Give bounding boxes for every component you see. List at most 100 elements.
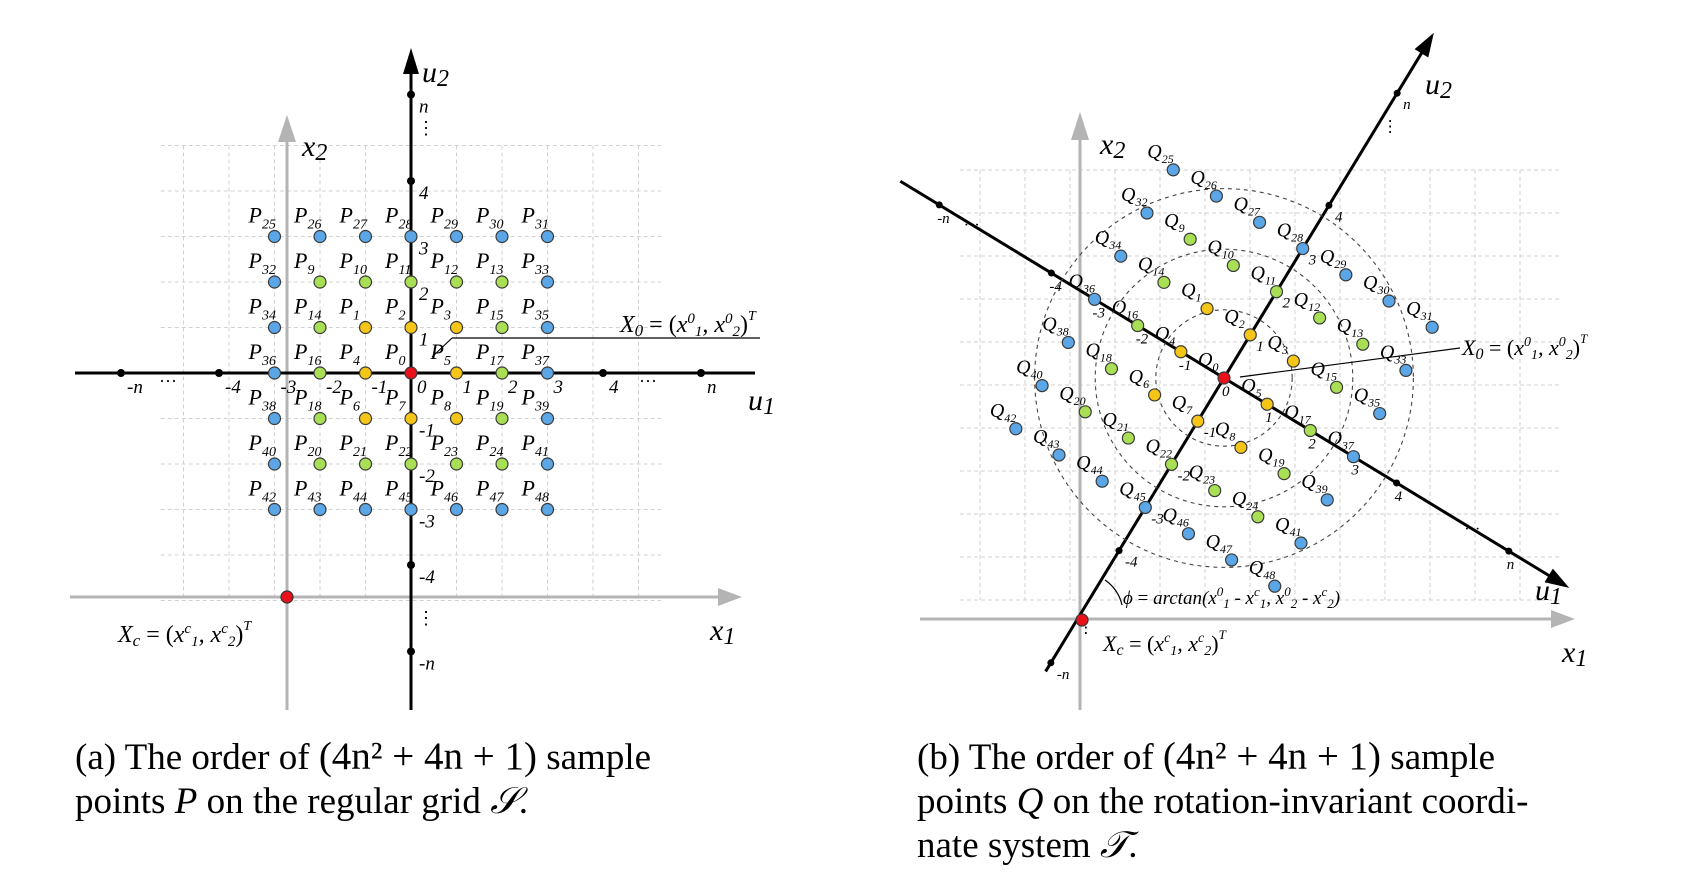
phi-label-b: ϕ = arctan(x01 - xc1, x02 - xc2) bbox=[1123, 584, 1340, 611]
sample-point bbox=[1166, 163, 1180, 177]
u2-tick-label: -3 bbox=[419, 512, 435, 533]
sample-point bbox=[540, 229, 555, 244]
point-label: Q39 bbox=[1301, 471, 1327, 496]
panel-b: x1 x2 u1 u2 -n ···-4-3-2-101234···nn⋮4321… bbox=[899, 32, 1588, 710]
sample-point bbox=[1200, 302, 1214, 316]
u1-tick-label: -1 bbox=[1179, 358, 1192, 374]
sample-point bbox=[1382, 294, 1396, 308]
u1-tick-label: 2 bbox=[1308, 436, 1316, 452]
sample-point bbox=[1087, 292, 1102, 306]
u1-tick-label: -n bbox=[937, 211, 950, 227]
sample-point bbox=[540, 366, 555, 380]
point-label: P19 bbox=[475, 385, 503, 415]
u1-tick-label: -n bbox=[127, 377, 143, 398]
point-label: P44 bbox=[339, 476, 367, 506]
u1-tick-dot bbox=[1505, 547, 1513, 555]
point-label: P29 bbox=[430, 203, 458, 233]
point-label: P6 bbox=[339, 385, 360, 415]
u1-ellipsis: ··· bbox=[964, 217, 980, 234]
sample-point bbox=[449, 411, 464, 426]
sample-point bbox=[1339, 268, 1353, 282]
point-label: Q43 bbox=[1033, 426, 1059, 451]
point-label: P10 bbox=[339, 248, 367, 278]
x1-label-b: x1 bbox=[1561, 636, 1587, 672]
u2-tick-label: n bbox=[1403, 97, 1411, 113]
point-label: P17 bbox=[475, 339, 504, 369]
point-label: Q0 bbox=[1198, 349, 1218, 374]
u1-tick-label: -3 bbox=[281, 377, 297, 398]
point-label: Q14 bbox=[1138, 253, 1164, 278]
x2-label-b: x2 bbox=[1099, 128, 1125, 164]
sample-point bbox=[313, 320, 327, 335]
u1-tick-label: 1 bbox=[1265, 410, 1273, 426]
u1-tick-dot bbox=[1393, 479, 1401, 487]
sample-point bbox=[540, 457, 555, 471]
point-label: Q7 bbox=[1172, 392, 1193, 417]
sample-point bbox=[1191, 414, 1205, 428]
u1-label-a: u1 bbox=[748, 384, 775, 420]
sample-point bbox=[1121, 431, 1135, 445]
u2-tick-label: -1 bbox=[1204, 425, 1217, 441]
sample-point bbox=[449, 275, 464, 289]
xc-label-b: Xc = (xc1, xc2)T bbox=[1102, 627, 1227, 659]
sample-point bbox=[1138, 500, 1152, 515]
u2-tick-label: -4 bbox=[419, 567, 435, 588]
u2-label-a: u2 bbox=[422, 56, 449, 92]
point-label: Q20 bbox=[1059, 383, 1085, 408]
sample-point bbox=[404, 411, 418, 426]
caption-b-end: . bbox=[1128, 825, 1138, 866]
point-label: Q3 bbox=[1267, 332, 1287, 357]
caption-a-set: 𝒮 bbox=[490, 781, 519, 822]
sample-point bbox=[1277, 467, 1291, 481]
u2-tick-label: 1 bbox=[419, 330, 429, 351]
x1-label-a: x1 bbox=[709, 614, 735, 650]
point-label: P15 bbox=[475, 294, 503, 324]
sample-point bbox=[267, 411, 282, 426]
ring bbox=[1155, 309, 1293, 447]
u1-tick-label: 1 bbox=[463, 377, 473, 398]
caption-a-prefix: (a) The order of bbox=[75, 737, 310, 778]
u1-tick-label: n bbox=[1507, 557, 1515, 573]
sample-point bbox=[1183, 232, 1197, 246]
x0-label-b: X0 = (x01, x02)T bbox=[1461, 331, 1588, 363]
x0-label-a: X0 = (x01, x02)T bbox=[619, 309, 757, 340]
sample-point bbox=[1181, 527, 1196, 541]
x1-arrowhead-a bbox=[718, 588, 742, 606]
point-label: P12 bbox=[430, 248, 458, 278]
point-label: P23 bbox=[430, 430, 458, 460]
sample-point bbox=[267, 320, 282, 335]
point-label: P40 bbox=[248, 430, 276, 460]
u2-arrowhead-b bbox=[1414, 32, 1434, 58]
sample-point bbox=[1286, 354, 1300, 368]
sample-point bbox=[358, 320, 373, 335]
ring bbox=[1034, 188, 1414, 568]
point-label: Q16 bbox=[1112, 297, 1138, 322]
xc-point-b bbox=[1075, 613, 1089, 627]
sample-point bbox=[358, 411, 373, 426]
point-label: P25 bbox=[248, 203, 276, 233]
point-label: Q5 bbox=[1241, 375, 1261, 400]
sample-point bbox=[1225, 553, 1239, 567]
point-label: Q6 bbox=[1129, 366, 1149, 391]
u2-tick-label: -n bbox=[419, 653, 435, 674]
sample-point bbox=[1078, 405, 1092, 419]
point-label: P42 bbox=[248, 476, 276, 506]
sample-point bbox=[267, 366, 282, 380]
x2-arrowhead-a bbox=[278, 115, 296, 142]
point-label: Q42 bbox=[990, 400, 1016, 425]
sample-point bbox=[358, 229, 373, 244]
u1-arrowhead-b bbox=[1544, 568, 1570, 588]
sample-point bbox=[1251, 510, 1265, 524]
ring bbox=[1094, 248, 1354, 508]
rings-b bbox=[1034, 188, 1414, 568]
point-label: Q10 bbox=[1207, 236, 1233, 261]
u1-tick-label: 3 bbox=[1350, 463, 1359, 479]
caption-b: (b) The order of (4n² + 4n + 1) sample p… bbox=[917, 735, 1677, 868]
point-label: P31 bbox=[521, 203, 549, 233]
u2-tick-dot bbox=[1393, 89, 1401, 97]
sample-point bbox=[1303, 423, 1317, 438]
caption-b-prefix: (b) The order of bbox=[917, 737, 1154, 778]
sample-point bbox=[358, 366, 373, 380]
u2-tick-label: 3 bbox=[1308, 253, 1317, 269]
sample-point bbox=[1164, 457, 1179, 471]
